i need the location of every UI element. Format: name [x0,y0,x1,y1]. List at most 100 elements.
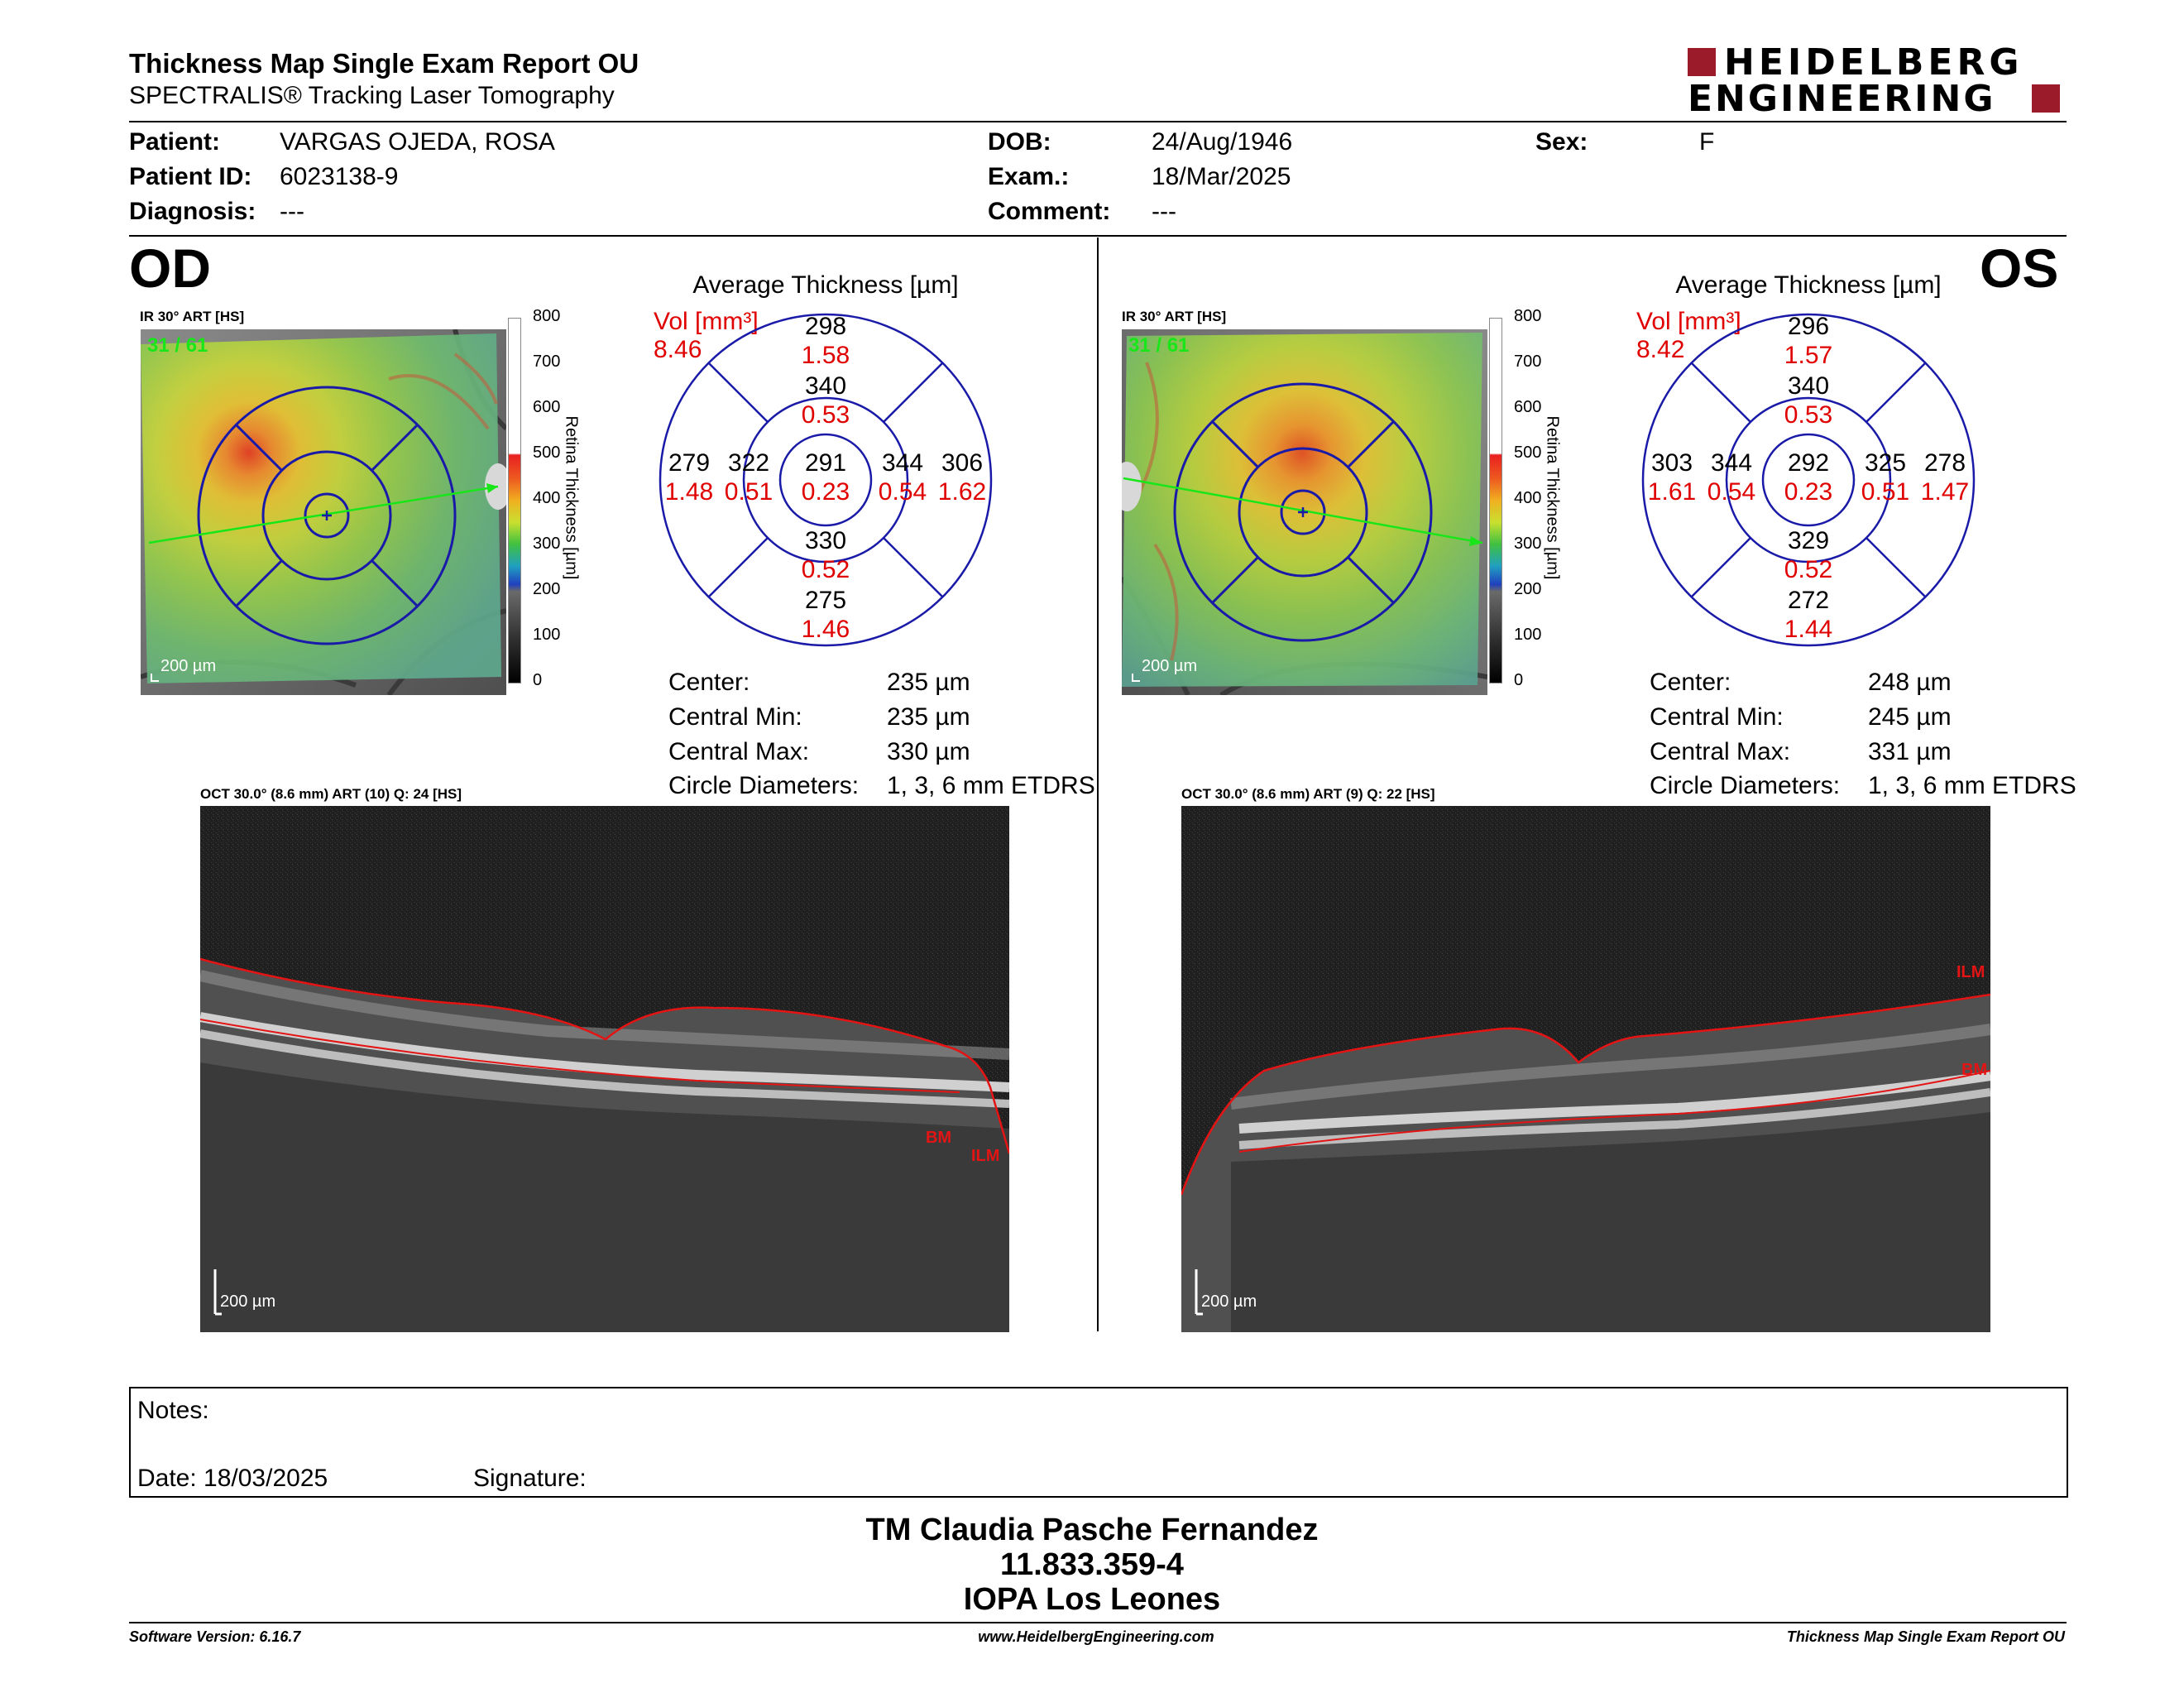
sex-label: Sex: [1535,128,1588,156]
diagnosis-value: --- [280,198,304,225]
patient-divider [129,235,2067,237]
os-vol-value: 8.42 [1636,336,1685,363]
os-inner-right-thk: 325 [1864,449,1907,477]
os-ir-scale: 200 µm [1142,657,1198,675]
os-outer-left-vol: 1.61 [1647,478,1697,506]
os-inner-sup-vol: 0.53 [1784,401,1833,429]
od-outer-left-thk: 279 [668,449,711,477]
os-stat-center-label: Center: [1650,669,1731,696]
os-inner-left-vol: 0.54 [1707,478,1756,506]
os-tick-100: 100 [1514,626,1542,644]
os-inner-inf-thk: 329 [1787,527,1830,554]
od-ir-scalebar-h [151,680,159,682]
os-outer-sup-thk: 296 [1787,313,1830,340]
patient-label: Patient: [129,128,221,156]
od-inner-right-thk: 344 [881,449,924,477]
os-inner-inf-vol: 0.52 [1784,556,1833,583]
diagnosis-label: Diagnosis: [129,198,256,225]
od-label: OD [129,237,211,299]
od-oct-scale: 200 µm [220,1292,276,1311]
signatory-rut: 11.833.359-4 [1000,1547,1184,1582]
notes-label: Notes: [137,1397,209,1424]
os-stat-center-value: 248 µm [1868,669,1952,696]
os-center-vol: 0.23 [1784,478,1833,506]
od-center-vol: 0.23 [801,478,850,506]
signatory-institution: IOPA Los Leones [963,1582,1221,1617]
os-tick-0: 0 [1514,671,1524,689]
os-etdrs-grid [1641,313,1976,647]
od-inner-left-vol: 0.51 [724,478,774,506]
od-stat-diam-label: Circle Diameters: [668,772,860,799]
footer-website: www.HeidelbergEngineering.com [978,1628,1214,1645]
od-tick-800: 800 [533,307,561,325]
report-title: Thickness Map Single Exam Report OU [129,48,639,79]
od-stat-min-value: 235 µm [887,703,970,731]
dob-value: 24/Aug/1946 [1152,128,1293,156]
od-tick-0: 0 [533,671,543,689]
os-stat-min-value: 245 µm [1868,703,1952,731]
os-avg-title: Average Thickness [µm] [1675,271,1942,299]
os-oct-scan: ILM BM 200 µm [1181,806,1990,1332]
od-stat-max-label: Central Max: [668,738,810,765]
od-center-thk: 291 [804,449,847,477]
od-oct-caption: OCT 30.0° (8.6 mm) ART (10) Q: 24 [HS] [200,786,462,802]
os-tick-600: 600 [1514,398,1542,416]
od-colorbar [508,318,521,683]
os-colorbar [1489,318,1502,683]
od-stat-max-value: 330 µm [887,738,970,765]
od-outer-inf-thk: 275 [804,587,847,614]
notes-box: Notes: Date: 18/03/2025 Signature: [129,1387,2068,1498]
od-stat-center-label: Center: [668,669,750,696]
logo-square-top [1688,48,1716,76]
logo-text-1: HEIDELBERG [1724,41,2024,84]
od-outer-sup-vol: 1.58 [801,342,850,369]
os-oct-scale: 200 µm [1201,1292,1257,1311]
od-ir-scale: 200 µm [160,657,217,675]
os-oct-caption: OCT 30.0° (8.6 mm) ART (9) Q: 22 [HS] [1181,786,1435,802]
od-inner-inf-thk: 330 [804,527,847,554]
os-oct-ilm-label: ILM [1956,963,1985,981]
od-ir-map: 31 / 61 200 µm [141,329,506,695]
os-stat-max-label: Central Max: [1650,738,1791,765]
os-outer-left-thk: 303 [1650,449,1693,477]
od-outer-right-thk: 306 [941,449,984,477]
od-inner-right-vol: 0.54 [878,478,927,506]
footer-report: Thickness Map Single Exam Report OU [1786,1628,2065,1645]
od-ir-caption: IR 30° ART [HS] [140,309,245,324]
od-map-svg [141,329,506,695]
os-colorbar-ticks: 800 700 600 500 400 300 200 100 0 [1501,307,1550,689]
od-stat-center-value: 235 µm [887,669,970,696]
od-avg-title: Average Thickness [µm] [692,271,959,299]
os-outer-right-thk: 278 [1923,449,1966,477]
os-tick-300: 300 [1514,535,1542,553]
exam-value: 18/Mar/2025 [1152,163,1291,190]
patient-id: 6023138-9 [280,163,399,190]
od-inner-sup-vol: 0.53 [801,401,850,429]
os-tick-400: 400 [1514,489,1542,507]
notes-signature: Signature: [473,1465,587,1492]
od-oct-scan: BM ILM 200 µm [200,806,1009,1332]
signatory-name: TM Claudia Pasche Fernandez [865,1513,1319,1547]
os-ir-caption: IR 30° ART [HS] [1122,309,1227,324]
od-tick-600: 600 [533,398,561,416]
patient-name: VARGAS OJEDA, ROSA [280,128,555,156]
os-ir-scalebar [1132,674,1133,682]
od-tick-400: 400 [533,489,561,507]
od-tick-300: 300 [533,535,561,553]
od-oct-bm-label: BM [926,1129,952,1147]
od-oct-svg [200,806,1009,1332]
patient-id-label: Patient ID: [129,163,252,190]
os-tick-500: 500 [1514,444,1542,462]
os-stat-max-value: 331 µm [1868,738,1952,765]
od-tick-700: 700 [533,352,561,371]
od-outer-left-vol: 1.48 [664,478,714,506]
od-vol-label: Vol [mm³] [654,308,759,335]
os-vol-label: Vol [mm³] [1636,308,1741,335]
exam-label: Exam.: [988,163,1070,190]
center-divider [1097,237,1099,1331]
footer-software: Software Version: 6.16.7 [129,1628,301,1645]
os-inner-right-vol: 0.51 [1861,478,1910,506]
od-inner-sup-thk: 340 [804,372,847,400]
notes-date: Date: 18/03/2025 [137,1465,328,1492]
od-ir-scalebar [151,674,152,682]
